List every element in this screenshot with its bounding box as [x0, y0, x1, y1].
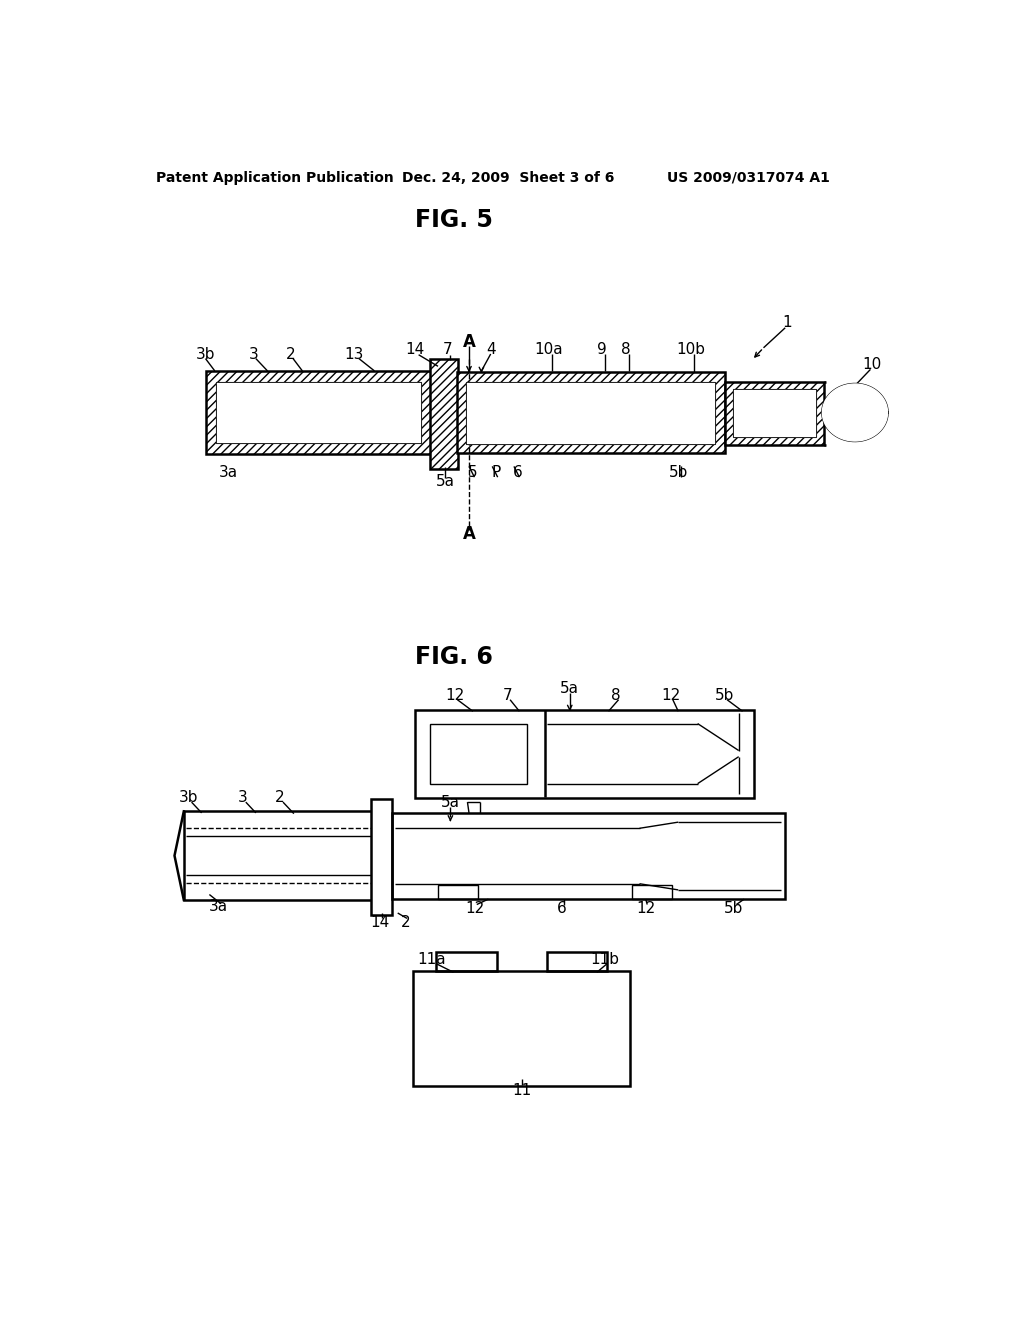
Text: 7: 7 [442, 342, 453, 356]
Text: 3b: 3b [179, 789, 199, 805]
Polygon shape [822, 384, 888, 441]
Bar [415, 710, 755, 797]
Bar [372, 799, 391, 915]
Text: 14: 14 [371, 915, 389, 929]
Bar [457, 372, 725, 453]
Bar [632, 886, 672, 899]
Bar [414, 970, 630, 1086]
Text: A: A [463, 525, 475, 543]
Bar [438, 886, 478, 899]
Text: 8: 8 [611, 688, 622, 704]
Text: 3b: 3b [196, 347, 215, 362]
Text: 11b: 11b [590, 952, 620, 966]
Bar [436, 952, 497, 970]
Text: 10: 10 [862, 358, 882, 372]
Text: 9: 9 [597, 342, 607, 356]
Text: 2: 2 [400, 915, 411, 929]
Text: 11a: 11a [418, 952, 446, 966]
Bar [391, 813, 785, 899]
Text: 5b: 5b [724, 900, 743, 916]
Text: 4: 4 [485, 342, 496, 356]
Text: 5a: 5a [560, 681, 580, 696]
Bar [206, 371, 432, 454]
Text: 1: 1 [782, 315, 792, 330]
Text: US 2009/0317074 A1: US 2009/0317074 A1 [667, 170, 829, 185]
Text: 6: 6 [557, 900, 567, 916]
Text: 5: 5 [468, 465, 477, 480]
Text: 8: 8 [621, 342, 631, 356]
Text: 2: 2 [286, 347, 296, 362]
Text: 7: 7 [503, 688, 513, 704]
Text: 5b: 5b [715, 688, 734, 704]
Text: 12: 12 [466, 900, 484, 916]
Text: 2: 2 [275, 789, 285, 805]
Text: 14: 14 [406, 342, 424, 356]
Bar [430, 723, 527, 784]
Text: Patent Application Publication: Patent Application Publication [157, 170, 394, 185]
Text: 10b: 10b [676, 342, 706, 356]
Text: A: A [463, 333, 475, 351]
Bar [732, 389, 816, 437]
Bar [183, 812, 375, 900]
Bar [430, 359, 458, 470]
Text: 5a: 5a [441, 795, 460, 809]
Text: 10a: 10a [535, 342, 563, 356]
Text: P: P [492, 465, 501, 480]
Text: 3a: 3a [208, 899, 227, 915]
Text: 13: 13 [345, 347, 364, 362]
Text: Dec. 24, 2009  Sheet 3 of 6: Dec. 24, 2009 Sheet 3 of 6 [401, 170, 614, 185]
Text: 3: 3 [238, 789, 248, 805]
Text: 3a: 3a [219, 465, 239, 480]
Text: FIG. 5: FIG. 5 [415, 209, 493, 232]
Text: 12: 12 [636, 900, 655, 916]
Text: 3: 3 [249, 347, 258, 362]
Bar [547, 952, 607, 970]
Text: 6: 6 [513, 465, 522, 480]
Text: 5a: 5a [435, 474, 455, 490]
Text: 5b: 5b [669, 465, 688, 480]
Text: 12: 12 [445, 688, 465, 704]
Text: 12: 12 [660, 688, 680, 704]
Bar [216, 381, 421, 444]
Text: 11: 11 [512, 1082, 531, 1098]
Bar [725, 381, 824, 445]
Bar [466, 381, 716, 444]
Text: FIG. 6: FIG. 6 [415, 645, 493, 669]
